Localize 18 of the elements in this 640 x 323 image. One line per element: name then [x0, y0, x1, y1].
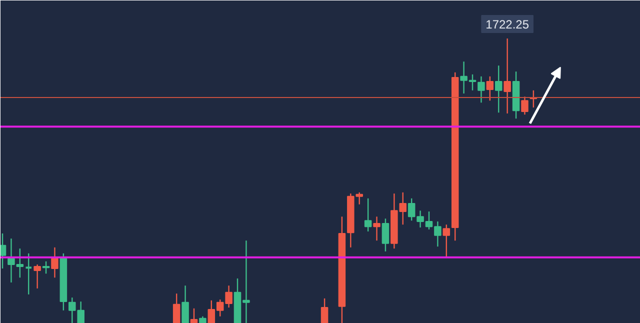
candlestick [42, 260, 50, 274]
candlestick [494, 64, 502, 114]
candlestick [504, 38, 511, 114]
candlestick [364, 198, 372, 232]
candlestick [478, 76, 485, 104]
candlestick [51, 246, 58, 278]
candlestick [382, 218, 390, 252]
candlestick [486, 76, 494, 102]
candlestick [190, 308, 198, 323]
candlestick [521, 96, 528, 116]
candlestick [24, 252, 32, 296]
candlestick [182, 284, 189, 323]
candlestick [320, 298, 328, 323]
annotation: 1722.25 [486, 18, 530, 32]
candlestick [172, 292, 180, 323]
candlestick [373, 216, 380, 242]
candlestick [34, 264, 41, 290]
candlestick [442, 224, 450, 258]
